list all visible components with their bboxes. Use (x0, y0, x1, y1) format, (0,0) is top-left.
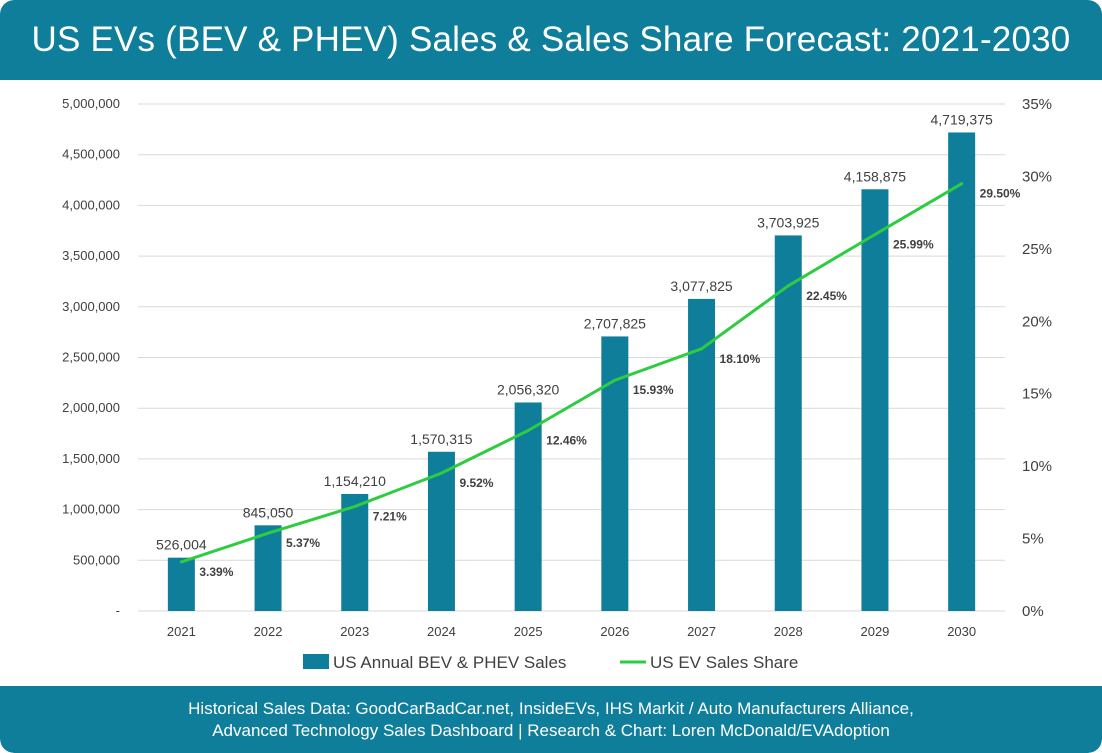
y-left-tick-label: 3,500,000 (62, 248, 120, 263)
bar-2026 (601, 336, 629, 611)
bar-2021 (167, 557, 195, 611)
source-line-1: Historical Sales Data: GoodCarBadCar.net… (188, 698, 914, 718)
x-tick-label: 2027 (687, 624, 716, 639)
bar-2024 (427, 451, 455, 611)
share-value-label: 29.50% (980, 187, 1021, 201)
share-value-label: 25.99% (893, 238, 934, 252)
y-right-tick-label: 25% (1022, 241, 1052, 258)
bar-value-label: 4,719,375 (931, 111, 993, 127)
legend-line-label: US EV Sales Share (650, 653, 798, 672)
bar-value-label: 2,056,320 (497, 381, 559, 397)
bar-value-label: 4,158,875 (844, 168, 906, 184)
share-point-2028 (786, 284, 790, 288)
bar-2025 (514, 402, 542, 611)
y-left-tick-label: 1,000,000 (62, 502, 120, 517)
y-left-tick-label: 2,000,000 (62, 400, 120, 415)
y-right-tick-label: 5% (1022, 531, 1044, 548)
share-point-2027 (700, 347, 704, 351)
legend-bar-label: US Annual BEV & PHEV Sales (333, 653, 566, 672)
chart-canvas: - 500,000 1,000,000 1,500,000 2,000,000 2,500… (62, 96, 1052, 672)
y-left-tick-label: 4,000,000 (62, 197, 120, 212)
share-value-label: 3.39% (199, 565, 233, 579)
y-left-tick-label: 5,000,000 (62, 96, 120, 111)
y-left-tick-label: - (116, 603, 120, 618)
x-tick-label: 2024 (427, 624, 456, 639)
y-right-tick-label: 20% (1022, 313, 1052, 330)
x-tick-label: 2030 (947, 624, 976, 639)
y-right-tick-label: 0% (1022, 603, 1044, 620)
bar-value-label: 2,707,825 (584, 315, 646, 331)
share-value-label: 15.93% (633, 383, 674, 397)
share-value-label: 18.10% (720, 352, 761, 366)
share-line (180, 182, 963, 564)
title-banner: US EVs (BEV & PHEV) Sales & Sales Share … (0, 0, 1102, 80)
chart-title: US EVs (BEV & PHEV) Sales & Sales Share … (31, 20, 1071, 59)
bar-value-label: 1,154,210 (324, 473, 386, 489)
y-right-tick-label: 10% (1022, 458, 1052, 475)
share-point-2026 (613, 378, 617, 382)
bar-2022 (254, 525, 282, 611)
share-value-label: 7.21% (373, 510, 407, 524)
x-tick-label: 2025 (514, 624, 543, 639)
source-line-2: Advanced Technology Sales Dashboard | Re… (212, 720, 890, 740)
x-tick-label: 2026 (600, 624, 629, 639)
bar-value-label: 526,004 (156, 537, 207, 553)
share-point-2022 (266, 531, 270, 535)
legend-bar-swatch (303, 654, 329, 669)
bar-value-label: 3,703,925 (757, 214, 819, 230)
y-left-tick-label: 1,500,000 (62, 451, 120, 466)
y-left-tick-label: 3,000,000 (62, 299, 120, 314)
bar-2030 (948, 132, 976, 611)
share-point-2023 (353, 505, 357, 509)
bar-2027 (688, 298, 716, 611)
x-tick-label: 2023 (340, 624, 369, 639)
bar-2023 (341, 493, 369, 611)
share-point-2021 (179, 560, 183, 564)
bar-2028 (774, 235, 802, 612)
share-value-label: 9.52% (459, 476, 493, 490)
y-right-tick-label: 15% (1022, 386, 1052, 403)
share-point-2024 (439, 471, 443, 475)
y-right-tick-label: 30% (1022, 168, 1052, 185)
bar-value-label: 845,050 (243, 504, 294, 520)
x-tick-label: 2022 (254, 624, 283, 639)
y-left-tick-label: 4,500,000 (62, 147, 120, 162)
share-value-label: 22.45% (806, 289, 847, 303)
share-point-2025 (526, 429, 530, 433)
bar-value-label: 3,077,825 (670, 278, 732, 294)
share-value-label: 12.46% (546, 434, 587, 448)
y-left-tick-label: 2,500,000 (62, 350, 120, 365)
x-tick-label: 2029 (860, 624, 889, 639)
y-left-tick-label: 500,000 (73, 552, 120, 567)
share-value-label: 5.37% (286, 536, 320, 550)
share-point-2030 (960, 182, 964, 186)
source-footer: Historical Sales Data: GoodCarBadCar.net… (0, 686, 1102, 753)
bar-2029 (861, 189, 889, 611)
x-tick-label: 2028 (774, 624, 803, 639)
bar-value-label: 1,570,315 (410, 431, 472, 447)
y-right-tick-label: 35% (1022, 96, 1052, 113)
x-tick-label: 2021 (167, 624, 196, 639)
share-point-2029 (873, 233, 877, 237)
